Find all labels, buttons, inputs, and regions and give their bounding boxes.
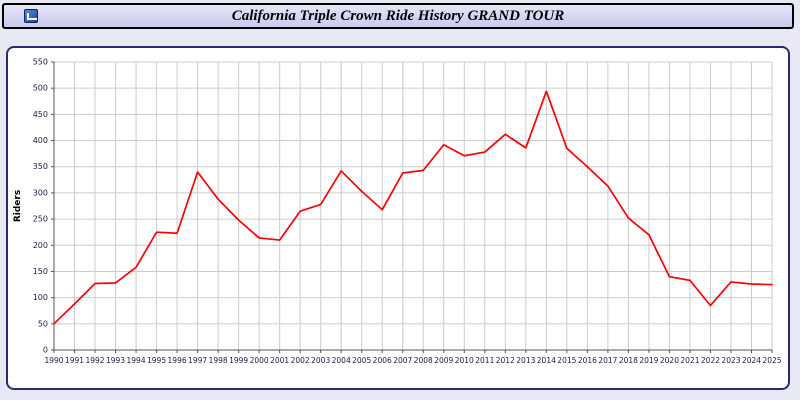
svg-text:250: 250 <box>33 215 48 224</box>
svg-text:200: 200 <box>33 241 48 250</box>
svg-text:1990: 1990 <box>44 356 63 365</box>
svg-text:400: 400 <box>33 136 48 145</box>
svg-text:2010: 2010 <box>455 356 474 365</box>
svg-text:1995: 1995 <box>147 356 166 365</box>
svg-text:500: 500 <box>33 84 48 93</box>
svg-text:2007: 2007 <box>393 356 412 365</box>
svg-text:550: 550 <box>33 58 48 67</box>
svg-text:2009: 2009 <box>434 356 453 365</box>
svg-text:1996: 1996 <box>168 356 187 365</box>
svg-text:Riders: Riders <box>13 190 23 222</box>
svg-text:2017: 2017 <box>598 356 617 365</box>
svg-text:2021: 2021 <box>680 356 699 365</box>
svg-text:2014: 2014 <box>537 356 556 365</box>
svg-text:450: 450 <box>33 110 48 119</box>
svg-text:2024: 2024 <box>742 356 761 365</box>
app-icon <box>24 9 38 23</box>
svg-text:300: 300 <box>33 188 48 197</box>
svg-text:1993: 1993 <box>106 356 125 365</box>
svg-text:1999: 1999 <box>229 356 248 365</box>
svg-text:2012: 2012 <box>496 356 515 365</box>
svg-text:2015: 2015 <box>557 356 576 365</box>
svg-text:50: 50 <box>38 319 48 328</box>
svg-text:350: 350 <box>33 162 48 171</box>
svg-text:2006: 2006 <box>373 356 392 365</box>
svg-text:2020: 2020 <box>660 356 679 365</box>
svg-text:2004: 2004 <box>332 356 351 365</box>
svg-text:2018: 2018 <box>619 356 638 365</box>
svg-text:2011: 2011 <box>475 356 494 365</box>
svg-text:2016: 2016 <box>578 356 597 365</box>
svg-text:2013: 2013 <box>516 356 535 365</box>
svg-text:1998: 1998 <box>209 356 228 365</box>
svg-text:2025: 2025 <box>762 356 781 365</box>
svg-text:2023: 2023 <box>721 356 740 365</box>
svg-text:1992: 1992 <box>85 356 104 365</box>
svg-text:2002: 2002 <box>291 356 310 365</box>
svg-text:2019: 2019 <box>639 356 658 365</box>
chart-panel: 0 50 100 150 200 250 300 350 400 450 500 550 1990 199… <box>6 46 790 390</box>
svg-text:2001: 2001 <box>270 356 289 365</box>
svg-text:1994: 1994 <box>127 356 146 365</box>
svg-text:1997: 1997 <box>188 356 207 365</box>
svg-text:100: 100 <box>33 293 48 302</box>
svg-text:2022: 2022 <box>701 356 720 365</box>
svg-text:150: 150 <box>33 267 48 276</box>
svg-text:2008: 2008 <box>414 356 433 365</box>
svg-text:0: 0 <box>43 346 48 355</box>
title-bar: California Triple Crown Ride History GRA… <box>2 3 794 29</box>
window-title: California Triple Crown Ride History GRA… <box>231 7 565 24</box>
svg-text:2003: 2003 <box>311 356 330 365</box>
svg-text:1991: 1991 <box>65 356 84 365</box>
svg-text:2000: 2000 <box>250 356 269 365</box>
svg-text:2005: 2005 <box>352 356 371 365</box>
